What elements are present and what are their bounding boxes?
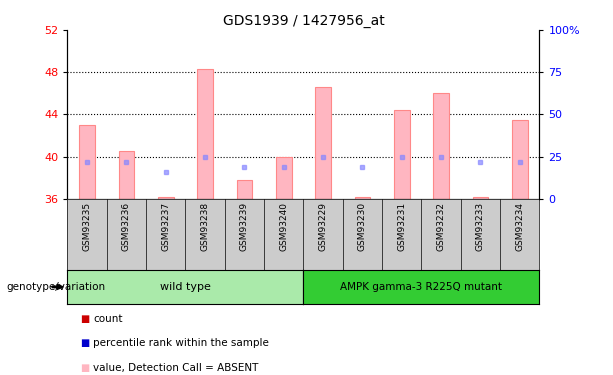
Text: GSM93239: GSM93239: [240, 202, 249, 251]
Text: GSM93230: GSM93230: [358, 202, 367, 251]
Text: GSM93238: GSM93238: [200, 202, 210, 251]
Title: GDS1939 / 1427956_at: GDS1939 / 1427956_at: [223, 13, 384, 28]
Bar: [237, 180, 253, 199]
Text: wild type: wild type: [160, 282, 211, 292]
Bar: [276, 157, 292, 199]
Text: GSM93229: GSM93229: [319, 202, 327, 251]
Text: count: count: [93, 314, 123, 324]
Bar: [394, 110, 409, 199]
Text: GSM93232: GSM93232: [436, 202, 446, 251]
Bar: [158, 196, 173, 199]
Bar: [197, 69, 213, 199]
Text: GSM93231: GSM93231: [397, 202, 406, 251]
Text: AMPK gamma-3 R225Q mutant: AMPK gamma-3 R225Q mutant: [340, 282, 503, 292]
Text: percentile rank within the sample: percentile rank within the sample: [93, 338, 269, 348]
Text: ■: ■: [80, 314, 89, 324]
Bar: [354, 196, 370, 199]
Text: GSM93234: GSM93234: [516, 202, 524, 251]
Text: GSM93235: GSM93235: [83, 202, 91, 251]
Text: ■: ■: [80, 338, 89, 348]
Bar: [118, 151, 134, 199]
Bar: [473, 196, 489, 199]
Bar: [512, 120, 528, 199]
Text: GSM93236: GSM93236: [122, 202, 131, 251]
Bar: [315, 87, 331, 199]
Text: genotype/variation: genotype/variation: [6, 282, 105, 292]
Text: GSM93237: GSM93237: [161, 202, 170, 251]
Text: ■: ■: [80, 363, 89, 372]
Bar: [79, 125, 95, 199]
Text: GSM93240: GSM93240: [280, 202, 288, 251]
Text: GSM93233: GSM93233: [476, 202, 485, 251]
Text: value, Detection Call = ABSENT: value, Detection Call = ABSENT: [93, 363, 259, 372]
Bar: [433, 93, 449, 199]
